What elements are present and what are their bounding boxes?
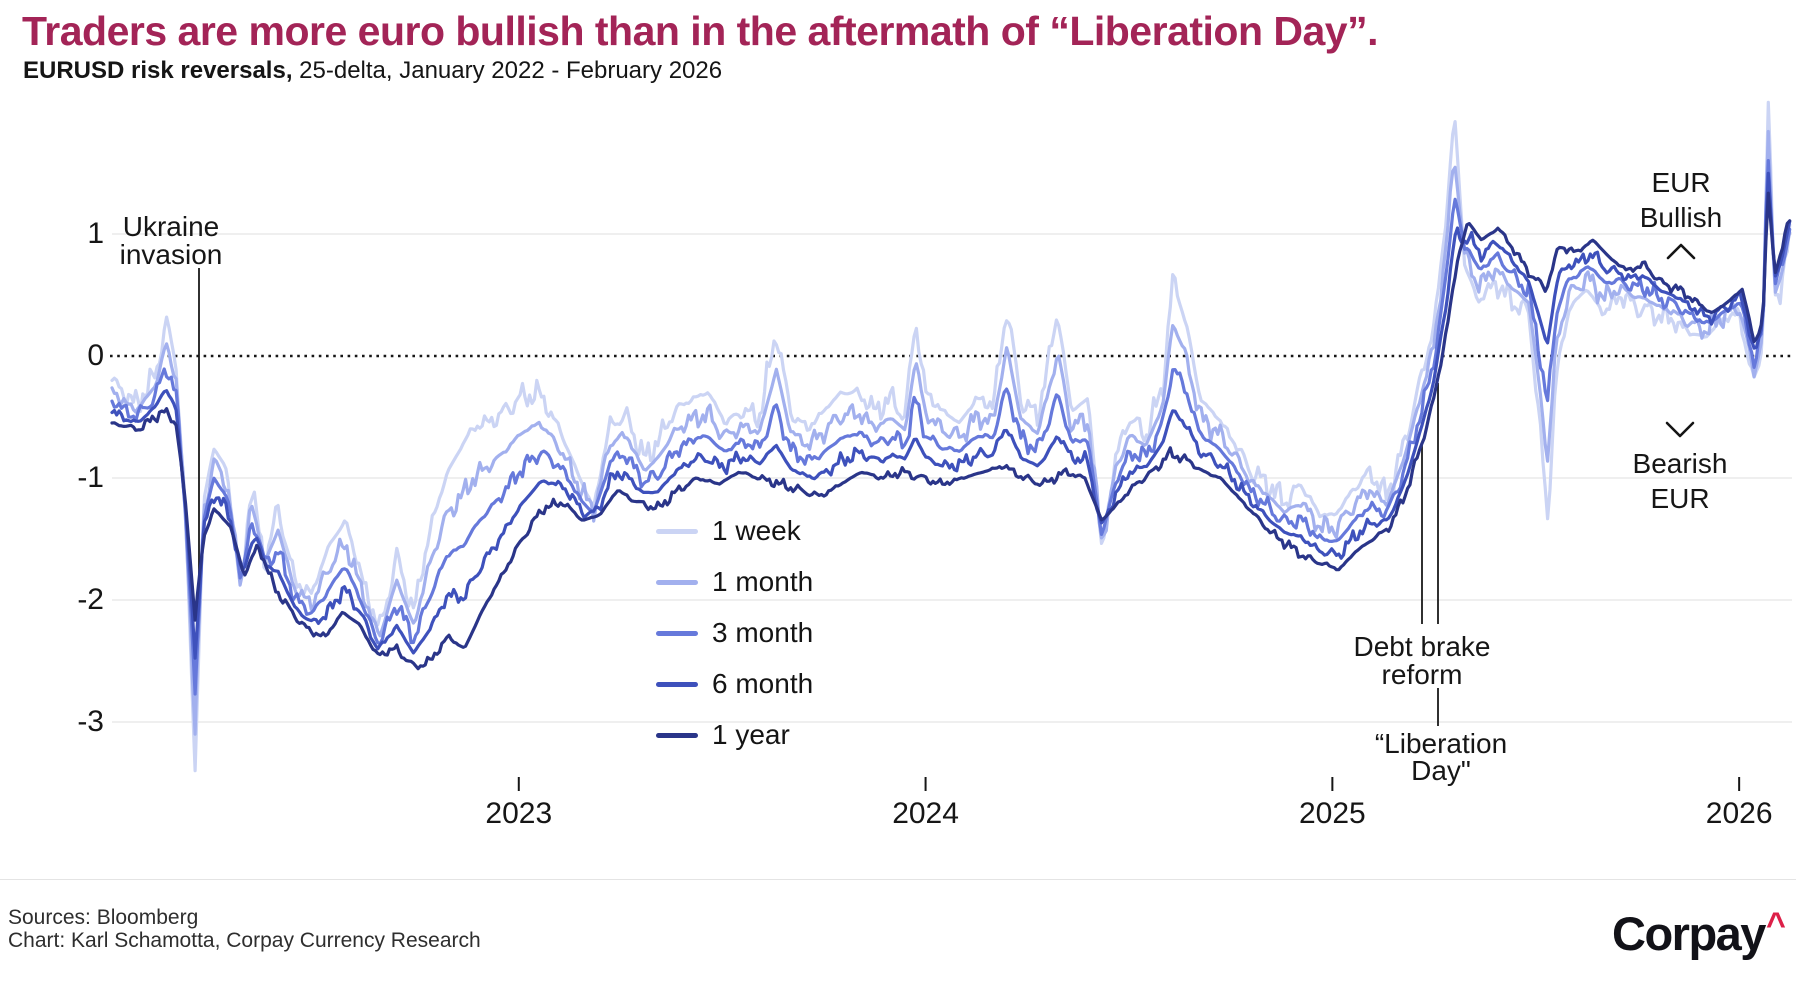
legend-swatch xyxy=(656,681,698,687)
legend-label: 1 year xyxy=(712,719,790,750)
legend-item: 1 month xyxy=(656,566,814,597)
legend-item: 1 week xyxy=(656,515,813,546)
series-line-1-year xyxy=(110,191,1792,671)
subtitle-detail: 25-delta, January 2022 - February 2026 xyxy=(292,57,723,84)
legend: 1 week 1 month 3 month 6 month 1 year xyxy=(656,515,814,772)
chevron-down-icon xyxy=(1665,421,1695,438)
subtitle-bold: EURUSD risk reversals, xyxy=(23,57,293,84)
corpay-logo: Corpay^ xyxy=(1612,906,1786,961)
legend-label: 6 month xyxy=(712,668,814,699)
legend-swatch xyxy=(656,528,698,534)
annotation-eur-bullish: EUR Bullish xyxy=(1639,167,1723,233)
legend-label: 3 month xyxy=(712,617,814,648)
legend-swatch xyxy=(656,732,698,738)
series-line-1-week xyxy=(110,100,1792,773)
legend-label: 1 week xyxy=(712,515,801,546)
series-line-3-month xyxy=(110,159,1792,696)
legend-swatch xyxy=(656,579,698,585)
legend-label: 1 month xyxy=(712,566,814,597)
corpay-logo-caret-icon: ^ xyxy=(1765,906,1786,944)
footer-divider xyxy=(0,879,1796,880)
annotation-debt-brake-reform: Debt brake reform xyxy=(1353,631,1491,690)
credit-line: Chart: Karl Schamotta, Corpay Currency R… xyxy=(8,929,481,952)
legend-item: 1 year xyxy=(656,719,813,750)
series-line-6-month xyxy=(110,171,1792,660)
annotation-ukraine-invasion: Ukraine invasion xyxy=(119,211,223,270)
annotation-bearish-eur: Bearish EUR xyxy=(1632,448,1728,514)
legend-swatch xyxy=(656,630,698,636)
chart-subtitle: EURUSD risk reversals, 25-delta, January… xyxy=(23,57,722,85)
sources-line: Sources: Bloomberg xyxy=(8,906,199,929)
chevron-up-icon xyxy=(1666,243,1696,260)
annotation-liberation-day: “Liberation Day" xyxy=(1374,728,1508,786)
chart-headline: Traders are more euro bullish than in th… xyxy=(22,8,1379,54)
series-line-1-month xyxy=(110,129,1792,736)
corpay-logo-text: Corpay xyxy=(1612,907,1766,960)
legend-item: 6 month xyxy=(656,668,814,699)
legend-item: 3 month xyxy=(656,617,814,648)
